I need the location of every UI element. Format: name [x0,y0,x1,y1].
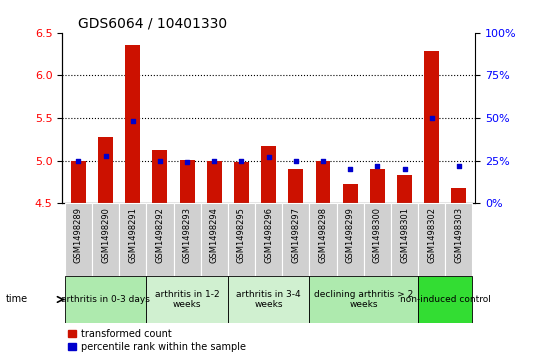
Text: GSM1498292: GSM1498292 [156,207,165,263]
Text: GSM1498297: GSM1498297 [291,207,300,263]
Point [74,158,83,163]
Bar [255,203,282,276]
Bar [315,160,330,203]
Bar [228,203,255,276]
Bar [173,203,201,276]
Point [265,154,273,160]
Bar [119,203,146,276]
Text: GSM1498296: GSM1498296 [264,207,273,263]
Bar [261,146,276,203]
Point [129,118,137,124]
Bar [364,203,391,276]
Point [346,166,354,172]
Text: GDS6064 / 10401330: GDS6064 / 10401330 [78,16,227,30]
Text: GSM1498300: GSM1498300 [373,207,382,263]
Legend: transformed count, percentile rank within the sample: transformed count, percentile rank withi… [67,328,247,353]
Bar [424,52,439,203]
Bar [370,169,385,203]
Bar [418,203,446,276]
Text: declining arthritis > 2
weeks: declining arthritis > 2 weeks [314,290,414,309]
Text: arthritis in 3-4
weeks: arthritis in 3-4 weeks [237,290,301,309]
Bar [343,184,357,203]
Point [237,158,246,163]
Text: GSM1498302: GSM1498302 [427,207,436,263]
Bar [125,45,140,203]
Bar [92,203,119,276]
Point [210,158,219,163]
Bar [207,160,222,203]
Point [183,159,192,165]
Bar [418,276,472,323]
Point [156,158,164,163]
Point [455,163,463,169]
Text: arthritis in 0-3 days: arthritis in 0-3 days [61,295,150,304]
Point [319,158,327,163]
Bar [288,169,303,203]
Point [400,166,409,172]
Bar [451,188,467,203]
Bar [397,175,412,203]
Point [427,115,436,121]
Bar [309,203,336,276]
Text: GSM1498294: GSM1498294 [210,207,219,263]
Bar [98,137,113,203]
Bar [309,276,418,323]
Bar [446,203,472,276]
Bar [391,203,418,276]
Text: GSM1498303: GSM1498303 [454,207,463,263]
Point [292,158,300,163]
Text: GSM1498299: GSM1498299 [346,207,355,263]
Bar [228,276,309,323]
Text: GSM1498293: GSM1498293 [183,207,192,263]
Text: time: time [5,294,28,305]
Bar [282,203,309,276]
Text: GSM1498295: GSM1498295 [237,207,246,263]
Bar [146,276,228,323]
Bar [65,276,146,323]
Bar [65,203,92,276]
Bar [71,160,86,203]
Point [102,152,110,158]
Text: non-induced control: non-induced control [400,295,491,304]
Text: GSM1498291: GSM1498291 [129,207,137,263]
Text: arthritis in 1-2
weeks: arthritis in 1-2 weeks [155,290,219,309]
Bar [234,162,249,203]
Bar [180,160,194,203]
Bar [201,203,228,276]
Point [373,163,382,169]
Text: GSM1498289: GSM1498289 [74,207,83,263]
Bar [152,150,167,203]
Bar [336,203,364,276]
Text: GSM1498298: GSM1498298 [319,207,327,263]
Bar [146,203,173,276]
Text: GSM1498301: GSM1498301 [400,207,409,263]
Text: GSM1498290: GSM1498290 [101,207,110,263]
